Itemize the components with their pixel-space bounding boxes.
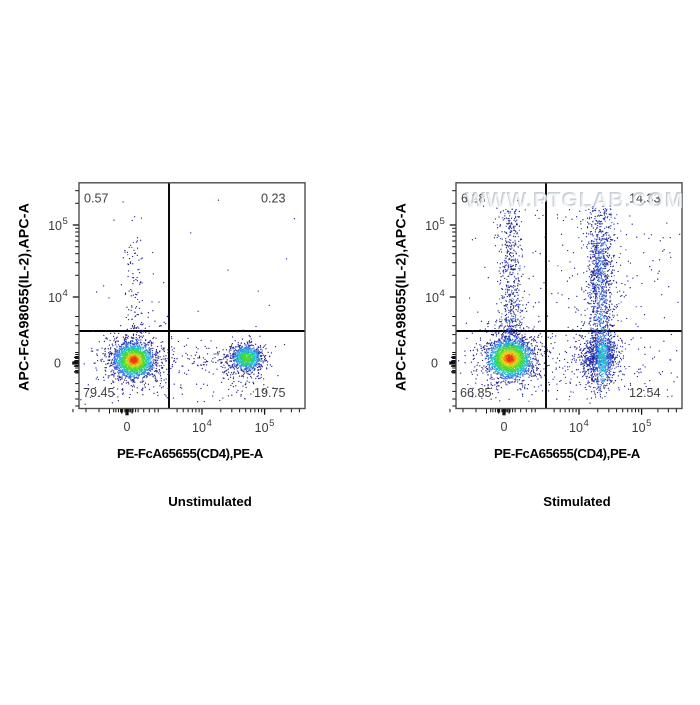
svg-text:19.75: 19.75 — [254, 386, 286, 400]
svg-text:0: 0 — [54, 357, 61, 371]
svg-text:10: 10 — [632, 421, 646, 435]
svg-text:0: 0 — [124, 420, 131, 434]
svg-text:WWW.PTGLAB.COM: WWW.PTGLAB.COM — [465, 189, 683, 212]
svg-text:79.45: 79.45 — [83, 386, 115, 400]
svg-text:10: 10 — [255, 421, 269, 435]
svg-text:0.23: 0.23 — [261, 192, 286, 206]
svg-text:5: 5 — [440, 216, 445, 227]
svg-text:APC-FcA98055(IL-2),APC-A: APC-FcA98055(IL-2),APC-A — [394, 203, 410, 391]
svg-text:14.33: 14.33 — [629, 192, 661, 206]
svg-text:PE-FcA65655(CD4),PE-A: PE-FcA65655(CD4),PE-A — [117, 446, 264, 461]
svg-text:5: 5 — [646, 418, 651, 429]
svg-text:10: 10 — [569, 421, 583, 435]
svg-text:Unstimulated: Unstimulated — [168, 494, 252, 509]
svg-text:PE-FcA65655(CD4),PE-A: PE-FcA65655(CD4),PE-A — [494, 446, 641, 461]
svg-text:0: 0 — [431, 357, 438, 371]
svg-text:10: 10 — [192, 421, 206, 435]
svg-text:66.85: 66.85 — [460, 386, 492, 400]
svg-text:4: 4 — [207, 418, 212, 429]
svg-text:WWW.PTGLAB.COM: WWW.PTGLAB.COM — [466, 190, 684, 213]
svg-text:APC-FcA98055(IL-2),APC-A: APC-FcA98055(IL-2),APC-A — [17, 203, 33, 391]
svg-text:0.57: 0.57 — [84, 192, 109, 206]
svg-text:Stimulated: Stimulated — [543, 494, 610, 509]
svg-text:4: 4 — [440, 288, 445, 299]
svg-text:5: 5 — [63, 216, 68, 227]
svg-text:4: 4 — [584, 418, 589, 429]
svg-text:12.54: 12.54 — [629, 386, 661, 400]
svg-text:10: 10 — [425, 291, 439, 305]
svg-text:10: 10 — [425, 219, 439, 233]
svg-text:4: 4 — [63, 288, 68, 299]
svg-text:6.28: 6.28 — [461, 192, 486, 206]
svg-text:10: 10 — [48, 219, 62, 233]
svg-text:10: 10 — [48, 291, 62, 305]
svg-text:0: 0 — [501, 420, 508, 434]
svg-text:5: 5 — [269, 418, 274, 429]
